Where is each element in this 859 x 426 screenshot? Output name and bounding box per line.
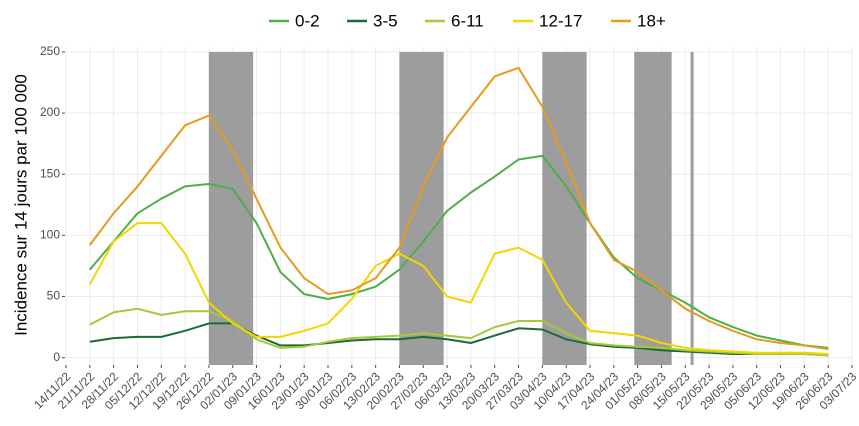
y-tick-label: 200 xyxy=(40,105,60,119)
y-tick-label: 0 xyxy=(53,350,60,364)
series-line xyxy=(88,66,829,351)
series-line xyxy=(89,307,829,357)
legend-label: 18+ xyxy=(637,11,666,30)
y-tick-label: 250 xyxy=(40,44,60,58)
shaded-period xyxy=(399,52,444,365)
y-tick-label: 100 xyxy=(40,228,60,242)
y-axis-title: Incidence sur 14 jours par 100 000 xyxy=(11,74,30,336)
shaded-period xyxy=(542,52,587,365)
shaded-period xyxy=(634,52,672,365)
legend-label: 0-2 xyxy=(295,11,320,30)
series-line xyxy=(89,322,829,357)
y-tick-label: 150 xyxy=(40,166,60,180)
legend-label: 12-17 xyxy=(539,11,582,30)
legend-label: 3-5 xyxy=(373,11,398,30)
series-line xyxy=(89,154,829,349)
series-line xyxy=(88,222,829,355)
legend-label: 6-11 xyxy=(451,11,484,30)
y-tick-label: 50 xyxy=(47,289,61,303)
